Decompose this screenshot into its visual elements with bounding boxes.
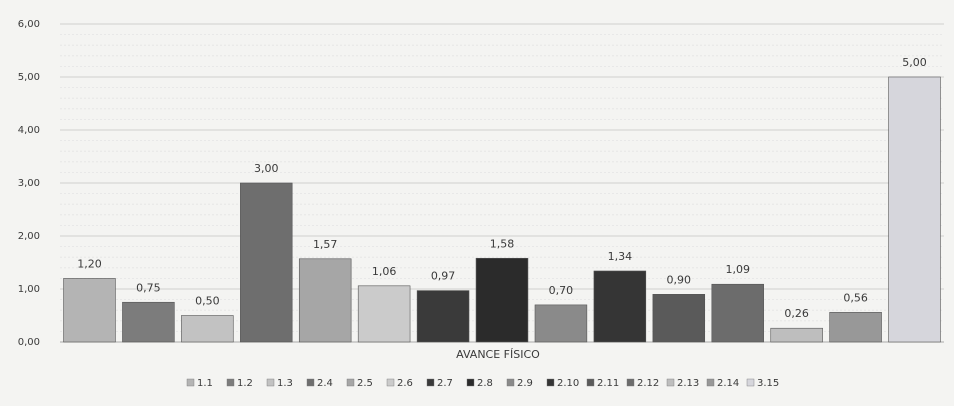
grid-lines <box>60 23 944 343</box>
legend-label-2.7: 2.7 <box>437 378 453 389</box>
data-label-2.14: 0,56 <box>843 291 868 304</box>
legend-swatch-3.15 <box>746 378 755 387</box>
legend-label-2.6: 2.6 <box>397 378 413 389</box>
bar-1.3 <box>181 315 234 343</box>
bar-2.10 <box>593 270 647 343</box>
legend-swatch-2.9 <box>506 378 515 387</box>
legend-label-2.10: 2.10 <box>557 378 579 389</box>
y-tick-label: 3,00 <box>18 178 40 189</box>
bars <box>63 76 941 343</box>
legend-swatch-2.6 <box>386 378 395 387</box>
data-label-2.4: 3,00 <box>254 162 279 175</box>
y-tick-label: 6,00 <box>18 19 40 30</box>
bar-2.14 <box>829 312 882 343</box>
legend-swatch-2.12 <box>626 378 635 387</box>
data-label-2.9: 0,70 <box>549 284 574 297</box>
y-tick-label: 4,00 <box>18 125 40 136</box>
data-label-2.7: 0,97 <box>431 270 456 283</box>
bar-2.13 <box>770 327 823 343</box>
legend-label-3.15: 3.15 <box>757 378 779 389</box>
data-label-3.15: 5,00 <box>902 56 927 69</box>
data-label-1.1: 1,20 <box>77 257 102 270</box>
legend-label-2.5: 2.5 <box>357 378 373 389</box>
legend-swatch-1.1 <box>186 378 195 387</box>
bar-3.15 <box>888 76 941 343</box>
legend-swatch-2.11 <box>586 378 595 387</box>
legend: 1.1 1.2 1.3 2.4 2.5 2.6 2.7 2.8 2.9 2.10 2.11 2.12 2… <box>186 378 779 389</box>
legend-swatch-2.7 <box>426 378 435 387</box>
data-label-2.13: 0,26 <box>784 307 809 320</box>
y-tick-label: 5,00 <box>18 72 40 83</box>
bar-2.11 <box>652 293 706 343</box>
legend-label-2.11: 2.11 <box>597 378 619 389</box>
y-tick-label: 1,00 <box>18 284 40 295</box>
legend-label-1.2: 1.2 <box>237 378 253 389</box>
bar-1.2 <box>122 301 175 343</box>
legend-label-1.3: 1.3 <box>277 378 293 389</box>
data-label-2.8: 1,58 <box>490 237 515 250</box>
legend-label-2.9: 2.9 <box>517 378 533 389</box>
bar-1.1 <box>63 278 116 343</box>
legend-label-1.1: 1.1 <box>197 378 213 389</box>
legend-swatch-2.10 <box>546 378 555 387</box>
legend-swatch-2.4 <box>306 378 315 387</box>
data-label-2.12: 1,09 <box>725 263 750 276</box>
legend-label-2.13: 2.13 <box>677 378 699 389</box>
legend-swatch-2.13 <box>666 378 675 387</box>
bar-2.6 <box>357 285 411 343</box>
legend-label-2.8: 2.8 <box>477 378 493 389</box>
y-tick-label: 0,00 <box>18 337 40 348</box>
legend-label-2.12: 2.12 <box>637 378 659 389</box>
data-labels: 1,20 0,75 0,50 3,00 1,57 1,06 0,97 1,58 0,70 1,34… <box>77 56 927 320</box>
bar-2.5 <box>298 258 352 343</box>
x-axis-title: AVANCE FÍSICO <box>456 348 540 361</box>
data-label-2.10: 1,34 <box>608 250 633 263</box>
bar-2.7 <box>416 290 470 343</box>
data-label-2.6: 1,06 <box>372 265 397 278</box>
bar-2.4 <box>240 182 293 343</box>
legend-swatch-2.14 <box>706 378 715 387</box>
legend-label-2.14: 2.14 <box>717 378 739 389</box>
data-label-2.5: 1,57 <box>313 238 338 251</box>
legend-swatch-1.3 <box>266 378 275 387</box>
bar-2.8 <box>475 257 529 343</box>
data-label-1.2: 0,75 <box>136 281 161 294</box>
legend-swatch-1.2 <box>226 378 235 387</box>
legend-label-2.4: 2.4 <box>317 378 333 389</box>
bar-2.12 <box>711 283 764 343</box>
legend-swatch-2.8 <box>466 378 475 387</box>
legend-swatch-2.5 <box>346 378 355 387</box>
data-label-2.11: 0,90 <box>667 273 692 286</box>
bar-2.9 <box>534 304 588 343</box>
data-label-1.3: 0,50 <box>195 295 220 308</box>
y-tick-label: 2,00 <box>18 231 40 242</box>
